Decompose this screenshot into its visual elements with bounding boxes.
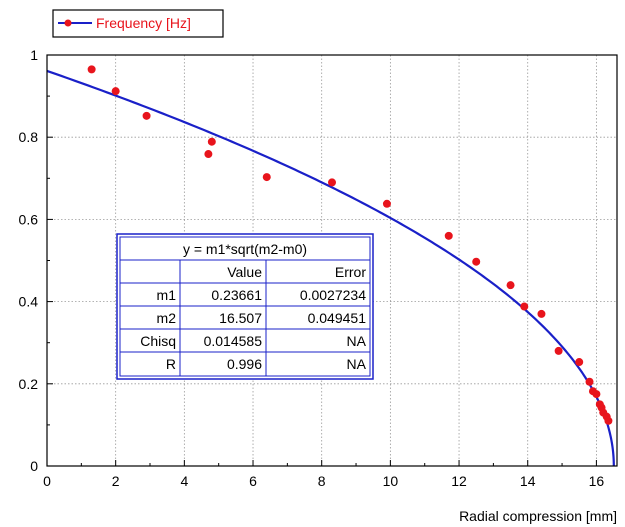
y-tick-label: 0.6 [19, 211, 39, 227]
data-point [444, 231, 453, 240]
x-tick-label: 0 [43, 473, 51, 489]
fit-row-value: 16.507 [219, 310, 262, 326]
y-tick-label: 0.8 [19, 129, 39, 145]
fit-row-value: 0.23661 [211, 287, 262, 303]
y-tick-label: 0.2 [19, 376, 39, 392]
data-point [111, 87, 120, 96]
fit-row-error: NA [347, 333, 367, 349]
data-point [204, 150, 213, 159]
fit-row-name: m1 [157, 287, 177, 303]
fit-row-error: 0.049451 [308, 310, 367, 326]
x-tick-label: 14 [520, 473, 536, 489]
fit-row-name: R [166, 356, 176, 372]
y-tick-label: 0.4 [19, 294, 39, 310]
fit-row-name: m2 [157, 310, 177, 326]
x-tick-label: 12 [451, 473, 467, 489]
legend-label: Frequency [Hz] [96, 15, 191, 31]
data-point [328, 178, 336, 187]
y-axis: 0 0.2 0.4 0.6 0.8 1 [19, 47, 53, 474]
x-tick-label: 6 [249, 473, 257, 489]
data-point [142, 111, 151, 120]
data-point [585, 377, 594, 386]
data-point [262, 173, 271, 182]
data-point [575, 358, 584, 367]
data-point [472, 257, 481, 266]
y-tick-label: 0 [30, 458, 38, 474]
x-tick-label: 10 [383, 473, 399, 489]
fit-header-value: Value [227, 264, 262, 280]
data-points [87, 65, 613, 425]
data-point [604, 416, 613, 425]
x-axis-label: Radial compression [mm] [459, 508, 617, 524]
data-point [207, 137, 216, 146]
data-point [554, 346, 563, 355]
data-point [506, 281, 515, 290]
x-axis: 0 2 4 6 8 10 12 14 16 [43, 460, 604, 489]
fit-row-value: 0.014585 [204, 333, 263, 349]
fit-curve-layer [46, 69, 615, 467]
data-point [537, 309, 546, 318]
fit-row-value: 0.996 [227, 356, 262, 372]
fit-results-table: y = m1*sqrt(m2-m0) Value Error m1 0.2366… [116, 233, 374, 380]
legend-marker-icon [64, 19, 72, 27]
x-tick-label: 8 [318, 473, 326, 489]
x-tick-label: 4 [180, 473, 188, 489]
data-point [87, 65, 96, 74]
data-point [382, 199, 391, 208]
fit-equation: y = m1*sqrt(m2-m0) [183, 241, 307, 257]
x-tick-label: 16 [589, 473, 605, 489]
data-point [520, 302, 529, 311]
legend: Frequency [Hz] [52, 9, 224, 38]
fit-header-error: Error [335, 264, 366, 280]
fit-curve [46, 69, 615, 467]
fit-row-error: 0.0027234 [300, 287, 366, 303]
y-tick-label: 1 [30, 47, 38, 63]
data-point [592, 390, 601, 399]
fit-row-error: NA [347, 356, 367, 372]
x-tick-label: 2 [112, 473, 120, 489]
fit-row-name: Chisq [140, 333, 176, 349]
